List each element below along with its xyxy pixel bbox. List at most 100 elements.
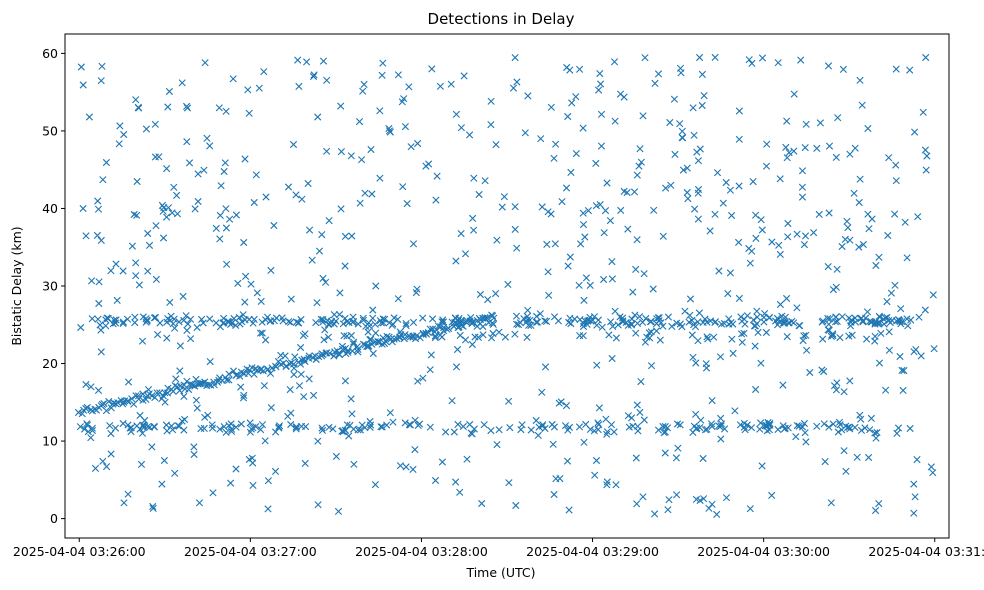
detection-marker xyxy=(216,235,224,243)
detection-marker xyxy=(390,335,398,343)
detection-marker xyxy=(192,396,200,404)
detection-marker xyxy=(857,415,865,423)
detection-marker xyxy=(867,414,875,422)
detection-marker xyxy=(797,56,805,64)
detection-marker xyxy=(142,315,150,323)
detection-marker xyxy=(301,459,309,467)
detection-marker xyxy=(135,395,143,403)
detection-marker xyxy=(170,183,178,191)
detection-marker xyxy=(409,240,418,248)
detection-marker xyxy=(829,332,837,340)
detection-marker xyxy=(258,318,266,326)
detection-marker xyxy=(102,316,110,324)
detection-marker xyxy=(77,323,85,332)
detection-marker xyxy=(152,222,160,230)
detection-marker xyxy=(851,144,859,152)
detection-marker xyxy=(737,313,745,321)
detection-marker xyxy=(149,502,157,511)
detection-marker xyxy=(668,322,676,330)
detection-marker xyxy=(127,428,135,436)
detection-marker xyxy=(670,95,678,103)
detection-marker xyxy=(461,336,470,344)
detection-marker xyxy=(137,460,146,468)
detection-marker xyxy=(287,295,295,303)
detection-marker xyxy=(921,306,929,314)
detection-marker xyxy=(834,428,842,436)
detection-marker xyxy=(637,378,645,386)
detection-marker xyxy=(798,167,807,175)
detection-marker xyxy=(469,214,477,222)
detection-marker xyxy=(579,124,587,132)
detection-marker xyxy=(372,329,380,337)
detection-marker xyxy=(824,263,832,271)
detection-marker xyxy=(193,404,201,412)
detection-marker xyxy=(565,506,573,514)
detection-marker xyxy=(904,322,912,330)
detection-marker xyxy=(489,329,497,338)
detection-marker xyxy=(119,419,127,428)
detection-marker xyxy=(867,318,875,326)
detection-marker xyxy=(332,452,340,460)
detection-marker xyxy=(395,334,404,342)
detection-marker xyxy=(124,397,132,405)
detection-marker xyxy=(264,365,272,373)
detection-marker xyxy=(324,320,332,328)
detection-marker xyxy=(371,481,379,489)
detection-marker xyxy=(825,142,834,150)
detection-marker xyxy=(839,65,847,73)
detection-marker xyxy=(232,211,240,219)
detection-marker xyxy=(818,366,826,374)
detection-marker xyxy=(154,331,162,339)
detection-marker xyxy=(914,213,922,221)
detection-marker xyxy=(538,203,546,211)
detection-marker xyxy=(432,196,440,204)
detection-marker xyxy=(743,421,751,429)
detection-marker xyxy=(700,495,708,503)
detection-marker xyxy=(542,317,551,325)
detection-marker xyxy=(376,174,384,182)
detection-marker xyxy=(492,290,500,298)
detection-marker xyxy=(784,219,792,228)
detection-marker xyxy=(445,324,453,332)
detection-marker xyxy=(887,289,895,297)
detection-marker xyxy=(468,340,476,349)
detection-marker xyxy=(628,414,636,422)
detection-marker xyxy=(595,86,603,94)
detection-marker xyxy=(287,359,295,367)
detection-marker xyxy=(813,144,821,152)
detection-marker xyxy=(592,202,600,210)
detection-marker xyxy=(735,107,743,115)
detection-marker xyxy=(846,377,854,385)
detection-marker xyxy=(401,123,409,131)
detection-marker xyxy=(181,415,189,424)
detection-marker xyxy=(647,317,655,326)
detection-marker xyxy=(842,467,850,475)
detection-marker xyxy=(815,210,823,218)
detection-marker xyxy=(80,425,89,433)
detection-marker xyxy=(282,362,290,371)
detection-marker xyxy=(436,82,444,90)
detection-marker xyxy=(379,334,387,342)
detection-marker xyxy=(330,320,338,328)
detection-marker xyxy=(413,332,421,340)
detection-marker xyxy=(323,349,331,357)
detection-marker xyxy=(227,479,235,487)
detection-marker xyxy=(230,314,238,323)
detection-marker xyxy=(258,421,267,429)
detection-marker xyxy=(564,426,572,434)
detection-marker xyxy=(299,332,307,340)
detection-marker xyxy=(885,328,893,336)
detection-marker xyxy=(368,190,376,198)
detection-marker xyxy=(632,454,640,462)
detection-marker xyxy=(664,313,672,321)
detection-marker xyxy=(297,343,305,352)
detection-marker xyxy=(748,59,756,67)
detection-marker xyxy=(163,165,171,173)
detection-marker xyxy=(223,260,231,268)
detection-marker xyxy=(305,352,313,360)
detection-marker xyxy=(386,128,394,136)
detection-marker xyxy=(338,342,346,350)
detection-marker xyxy=(426,366,434,374)
detection-marker xyxy=(457,124,465,132)
detection-marker xyxy=(413,285,421,293)
